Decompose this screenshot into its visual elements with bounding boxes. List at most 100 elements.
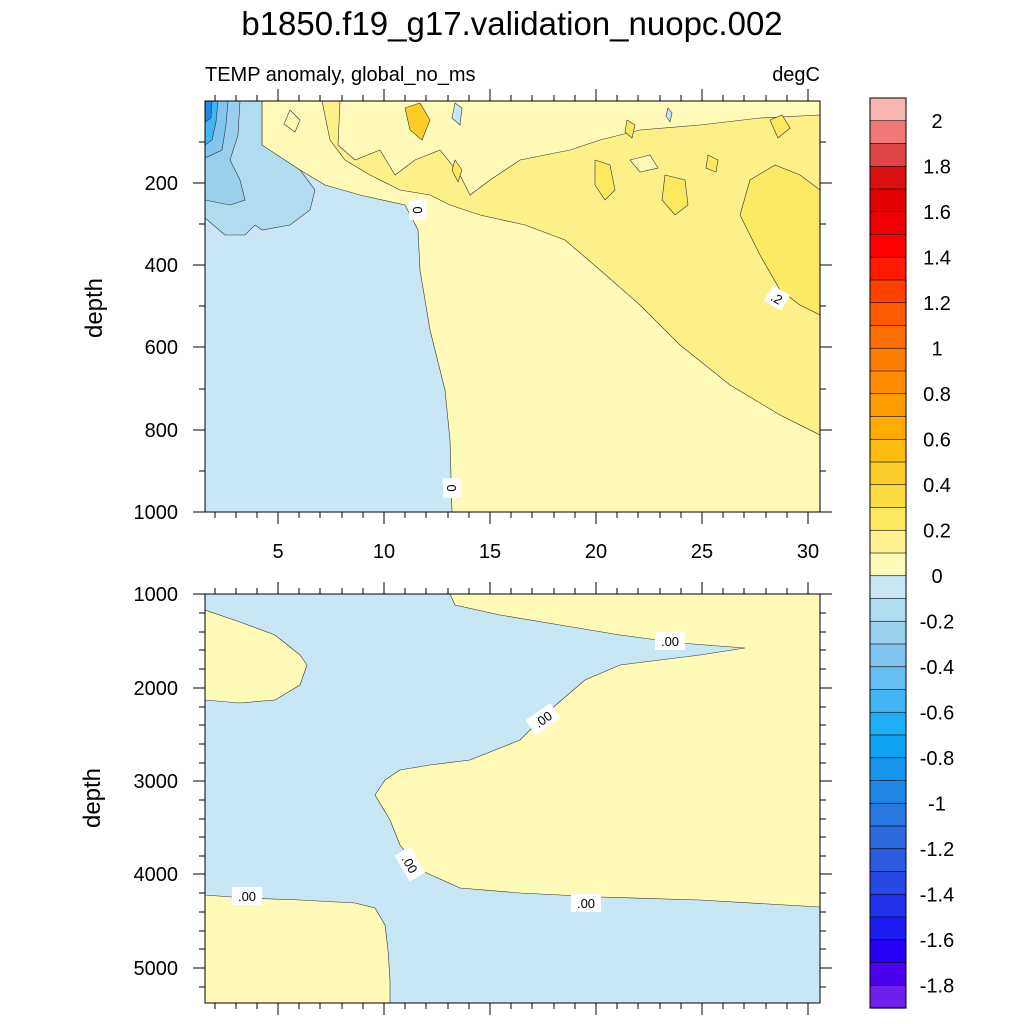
colorbar-swatch [869, 620, 907, 645]
colorbar-swatch [869, 393, 907, 418]
upper-contour-fill [205, 101, 820, 512]
lower-contour-fill [205, 594, 820, 1003]
colorbar-label: 1 [931, 338, 942, 360]
colorbar-swatch [869, 461, 907, 486]
colorbar-swatch [869, 302, 907, 327]
colorbar-label: 0.8 [923, 384, 951, 406]
colorbar-label: 1.4 [923, 247, 951, 269]
colorbar-swatch [869, 802, 907, 827]
lower-y-axis: 1000 2000 3000 4000 5000 depth [79, 584, 832, 988]
colorbar-swatch [869, 529, 907, 554]
contour-label: 0 [444, 484, 459, 492]
colorbar: 2 1.8 1.6 1.4 1.2 1 0.8 0.6 0.4 0.2 0 -0.2 -0.4 -0.6 -… [869, 97, 954, 1024]
colorbar-label: 1.8 [923, 156, 951, 178]
colorbar-swatch [869, 165, 907, 190]
lower-x-axis [214, 582, 809, 1015]
colorbar-swatch [869, 825, 907, 850]
colorbar-swatch [869, 211, 907, 236]
y-tick-label: 3000 [134, 771, 179, 793]
colorbar-label: -0.2 [920, 611, 954, 633]
colorbar-label: -0.4 [920, 657, 954, 679]
colorbar-swatch [869, 97, 907, 122]
y-tick-label: 200 [145, 173, 178, 195]
upper-x-axis: 5 10 15 20 25 30 [214, 89, 819, 563]
upper-y-axis: 200 400 600 800 1000 depth [81, 141, 832, 524]
lower-plot-frame [204, 593, 821, 1004]
colorbar-label: -2 [928, 1021, 946, 1024]
colorbar-label: -1.2 [920, 839, 954, 861]
colorbar-swatch [869, 438, 907, 463]
upper-panel: TEMP anomaly, global_no_ms degC [81, 64, 832, 563]
colorbar-label: 0.6 [923, 429, 951, 451]
colorbar-label: 0.2 [923, 520, 951, 542]
colorbar-label: 2 [931, 111, 942, 133]
x-tick-label: 20 [585, 541, 607, 563]
colorbar-swatch [869, 984, 907, 1009]
y-tick-label: 400 [145, 255, 178, 277]
colorbar-swatch [869, 711, 907, 736]
colorbar-label: 1.6 [923, 202, 951, 224]
colorbar-swatch [869, 256, 907, 281]
y-tick-label: 5000 [134, 958, 179, 980]
colorbar-label: -1.4 [920, 884, 954, 906]
contour-label: .00 [238, 889, 256, 904]
x-tick-label: 10 [373, 541, 395, 563]
y-tick-label: 800 [145, 420, 178, 442]
colorbar-label: 0.4 [923, 475, 951, 497]
lower-panel: .00 .00 .00 .00 .00 [79, 582, 832, 1015]
colorbar-label: -1.6 [920, 930, 954, 952]
colorbar-swatch [869, 871, 907, 895]
x-tick-label: 30 [797, 541, 819, 563]
y-tick-label: 600 [145, 337, 178, 359]
colorbar-swatch [869, 416, 907, 440]
colorbar-swatch [869, 780, 907, 804]
colorbar-swatch [869, 370, 907, 395]
colorbar-swatch [869, 598, 907, 622]
colorbar-swatch [869, 347, 907, 372]
colorbar-label: 0 [931, 566, 942, 588]
colorbar-swatch [869, 916, 907, 941]
colorbar-swatch [869, 734, 907, 759]
colorbar-swatch [869, 484, 907, 509]
upper-subtitle-left: TEMP anomaly, global_no_ms [205, 64, 476, 86]
colorbar-swatch [869, 507, 907, 531]
colorbar-swatches [869, 97, 907, 1009]
colorbar-frame [869, 97, 907, 1009]
colorbar-swatch [869, 575, 907, 600]
colorbar-swatch [869, 188, 907, 213]
colorbar-label: 1.2 [923, 293, 951, 315]
colorbar-swatch [869, 325, 907, 349]
colorbar-label: -1.8 [920, 975, 954, 997]
contour-label: 0 [410, 206, 425, 214]
y-tick-label: 1000 [134, 584, 179, 606]
colorbar-labels: 2 1.8 1.6 1.4 1.2 1 0.8 0.6 0.4 0.2 0 -0.2 -0.4 -0.6 -… [920, 111, 954, 1024]
x-tick-label: 15 [479, 541, 501, 563]
colorbar-label: -0.8 [920, 748, 954, 770]
y-tick-label: 4000 [134, 864, 179, 886]
y-axis-label: depth [79, 768, 106, 828]
colorbar-swatch [869, 893, 907, 918]
x-tick-label: 25 [691, 541, 713, 563]
lower-contour-labels: .00 .00 .00 .00 .00 [232, 632, 685, 912]
chart-title: b1850.f19_g17.validation_nuopc.002 [241, 5, 782, 42]
colorbar-swatch [869, 962, 907, 986]
colorbar-swatch [869, 552, 907, 577]
colorbar-swatch [869, 939, 907, 964]
y-tick-label: 1000 [134, 502, 179, 524]
colorbar-label: -1 [928, 793, 946, 815]
upper-contour-labels: 0 .2 0 [408, 199, 791, 499]
colorbar-swatch [869, 689, 907, 713]
contour-label: .00 [661, 634, 679, 649]
colorbar-swatch [869, 643, 907, 668]
colorbar-swatch [869, 279, 907, 304]
upper-subtitle-right: degC [772, 64, 820, 86]
colorbar-swatch [869, 120, 907, 145]
colorbar-swatch [869, 666, 907, 691]
colorbar-swatch [869, 757, 907, 782]
x-tick-label: 5 [272, 541, 283, 563]
colorbar-label: -0.6 [920, 702, 954, 724]
colorbar-swatch [869, 848, 907, 873]
colorbar-swatch [869, 234, 907, 258]
y-tick-label: 2000 [134, 678, 179, 700]
